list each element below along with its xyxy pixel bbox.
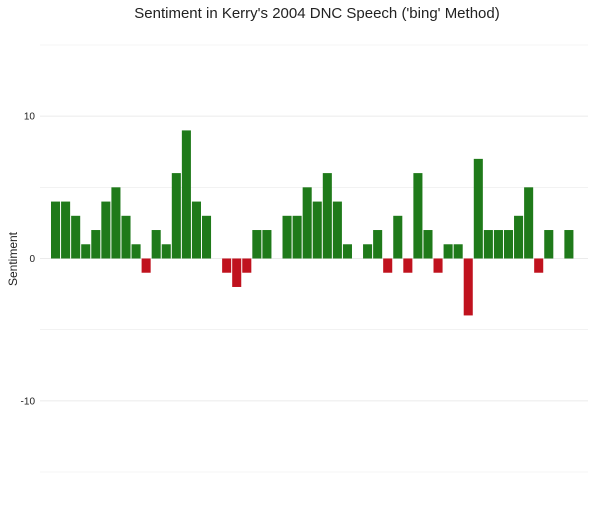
positive-sentiment-bar: [483, 230, 493, 259]
positive-sentiment-bar: [524, 187, 534, 259]
positive-sentiment-bar: [151, 230, 161, 259]
negative-sentiment-bar: [242, 258, 252, 273]
y-tick-label: 0: [29, 254, 35, 265]
positive-sentiment-bar: [121, 215, 131, 259]
positive-sentiment-bar: [443, 244, 453, 259]
positive-sentiment-bar: [332, 201, 342, 259]
positive-sentiment-bar: [363, 244, 373, 259]
positive-sentiment-bar: [423, 230, 433, 259]
y-axis-label: Sentiment: [6, 231, 20, 286]
positive-sentiment-bar: [101, 201, 111, 259]
bars: [51, 130, 574, 316]
negative-sentiment-bar: [403, 258, 413, 273]
positive-sentiment-bar: [282, 215, 292, 259]
negative-sentiment-bar: [222, 258, 232, 273]
positive-sentiment-bar: [544, 230, 554, 259]
positive-sentiment-bar: [312, 201, 322, 259]
positive-sentiment-bar: [111, 187, 121, 259]
positive-sentiment-bar: [51, 201, 61, 259]
positive-sentiment-bar: [493, 230, 503, 259]
negative-sentiment-bar: [534, 258, 544, 273]
chart-title: Sentiment in Kerry's 2004 DNC Speech ('b…: [134, 5, 499, 22]
positive-sentiment-bar: [473, 158, 483, 259]
positive-sentiment-bar: [564, 230, 574, 259]
negative-sentiment-bar: [232, 258, 242, 287]
negative-sentiment-bar: [383, 258, 393, 273]
positive-sentiment-bar: [262, 230, 272, 259]
positive-sentiment-bar: [61, 201, 71, 259]
positive-sentiment-bar: [342, 244, 352, 259]
positive-sentiment-bar: [71, 215, 81, 259]
negative-sentiment-bar: [463, 258, 473, 316]
positive-sentiment-bar: [201, 215, 212, 259]
positive-sentiment-bar: [453, 244, 463, 259]
positive-sentiment-bar: [91, 230, 101, 259]
positive-sentiment-bar: [503, 230, 514, 259]
positive-sentiment-bar: [292, 215, 302, 259]
positive-sentiment-bar: [252, 230, 262, 259]
positive-sentiment-bar: [413, 173, 423, 259]
positive-sentiment-bar: [191, 201, 201, 259]
negative-sentiment-bar: [141, 258, 151, 273]
positive-sentiment-bar: [373, 230, 383, 259]
positive-sentiment-bar: [514, 215, 524, 259]
y-tick-labels: 10 0 -10: [21, 112, 36, 408]
positive-sentiment-bar: [131, 244, 141, 259]
positive-sentiment-bar: [81, 244, 91, 259]
y-tick-label: 10: [24, 112, 36, 123]
y-tick-label: -10: [21, 396, 36, 407]
positive-sentiment-bar: [393, 215, 403, 259]
negative-sentiment-bar: [433, 258, 443, 273]
positive-sentiment-bar: [322, 173, 332, 259]
positive-sentiment-bar: [161, 244, 171, 259]
positive-sentiment-bar: [302, 187, 312, 259]
positive-sentiment-bar: [171, 173, 181, 259]
positive-sentiment-bar: [181, 130, 191, 259]
